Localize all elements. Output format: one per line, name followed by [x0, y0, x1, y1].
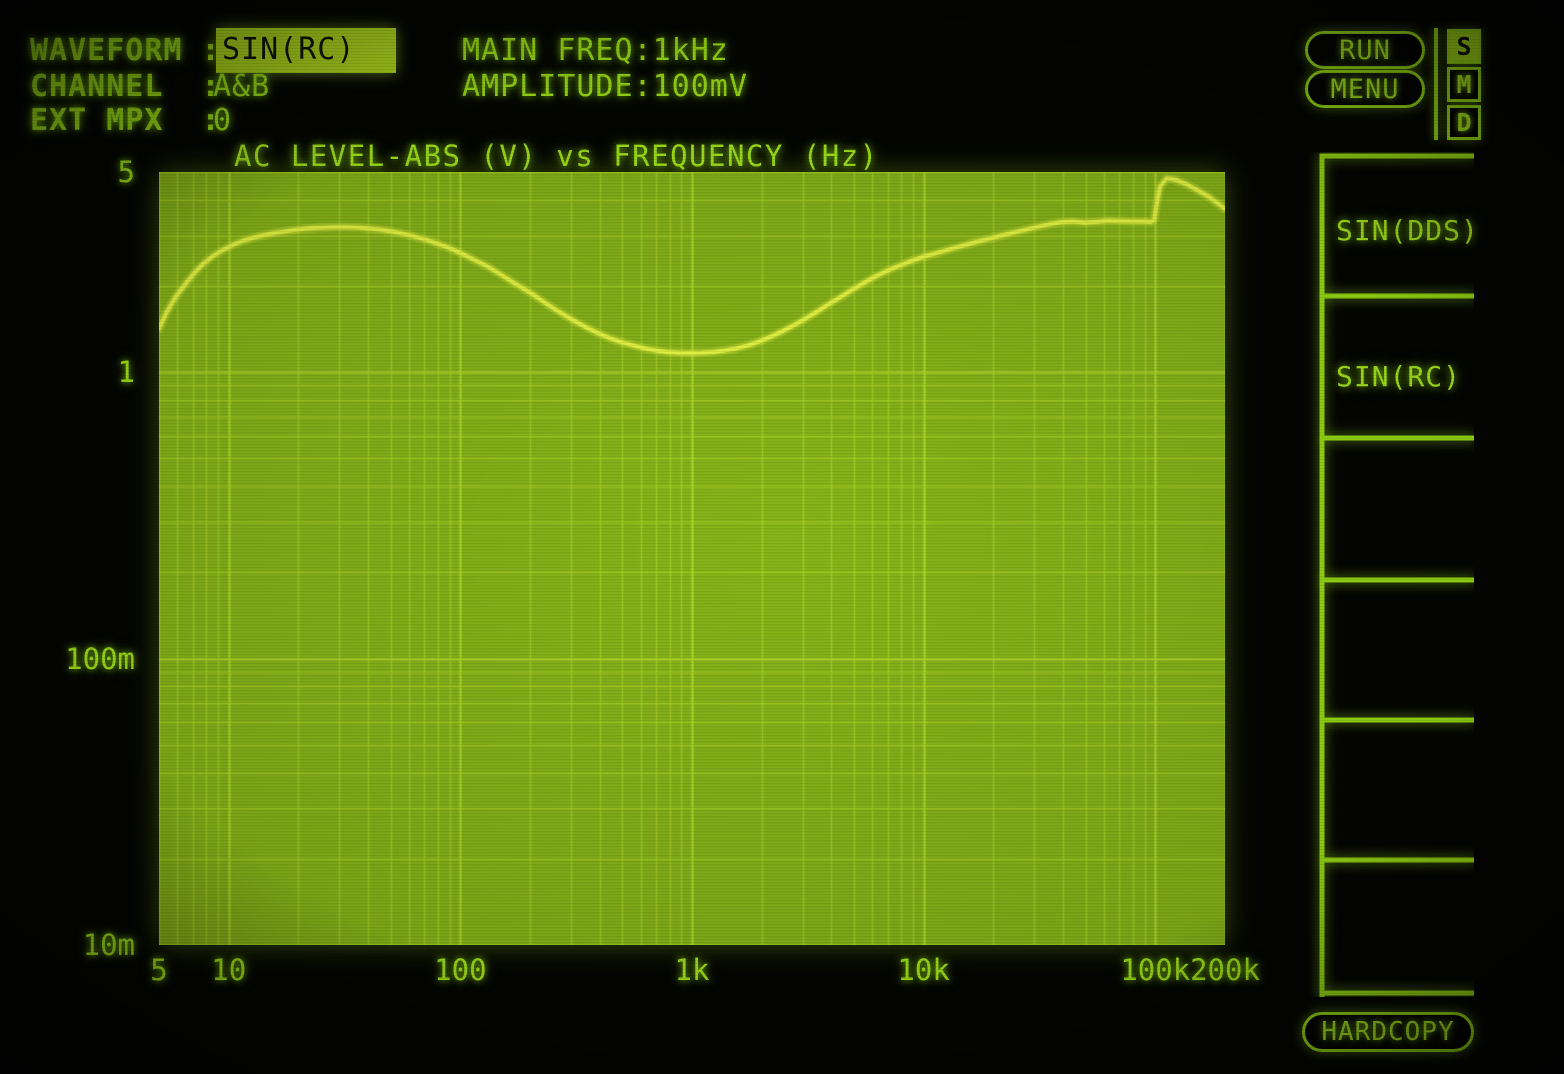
status-indicator-s[interactable]: S [1447, 29, 1481, 64]
waveform-label: WAVEFORM : [30, 33, 221, 68]
graph-title: AC LEVEL-ABS (V) vs FREQUENCY (Hz) [234, 139, 879, 173]
status-indicator-d[interactable]: D [1447, 105, 1481, 140]
run-button[interactable]: RUN [1305, 31, 1425, 69]
bracket-spine [1319, 153, 1474, 997]
waveform-value-field[interactable]: SIN(RC) [216, 28, 396, 73]
menu-button[interactable]: MENU [1305, 70, 1425, 108]
x-tick-4: 10k [897, 953, 950, 987]
y-tick-2: 100m [65, 641, 135, 676]
frequency-response-chart [159, 172, 1225, 945]
softkey-menu-bracket [1302, 152, 1474, 997]
channel-value[interactable]: A&B [213, 69, 271, 104]
main-freq-readout[interactable]: MAIN FREQ:1kHz [462, 33, 729, 68]
y-tick-1: 1 [117, 355, 135, 390]
softkey-sin-rc[interactable]: SIN(RC) [1336, 360, 1462, 393]
y-tick-0: 5 [117, 155, 135, 189]
status-indicator-m[interactable]: M [1447, 67, 1481, 102]
ext-mpx-value[interactable]: 0 [213, 103, 233, 138]
status-divider-bar [1434, 28, 1438, 140]
channel-label: CHANNEL : [30, 69, 221, 104]
x-tick-2: 100 [434, 953, 487, 987]
x-tick-3: 1k [674, 953, 710, 987]
amplitude-readout[interactable]: AMPLITUDE:100mV [462, 69, 748, 104]
ext-mpx-label: EXT MPX : [30, 103, 221, 138]
x-tick-1: 10 [211, 953, 247, 987]
plot-area [159, 172, 1225, 945]
softkey-sin-dds[interactable]: SIN(DDS) [1336, 214, 1479, 247]
x-tick-6: 200k [1190, 953, 1260, 987]
softkey-bracket-svg [1319, 153, 1474, 997]
hardcopy-button[interactable]: HARDCOPY [1302, 1012, 1474, 1052]
